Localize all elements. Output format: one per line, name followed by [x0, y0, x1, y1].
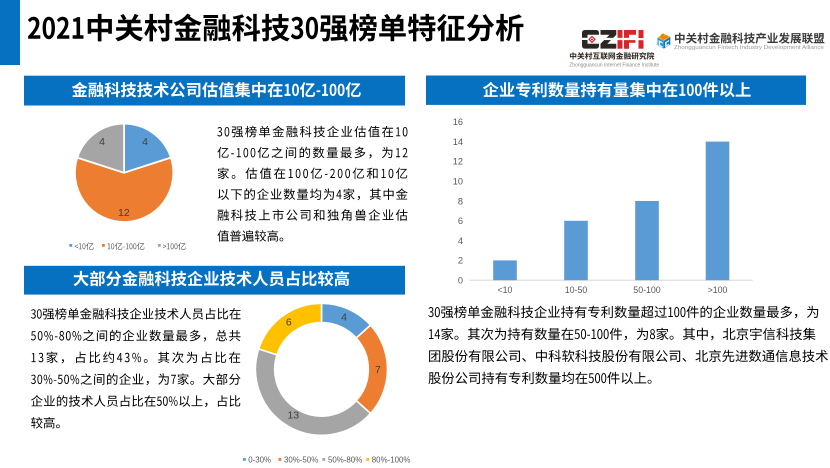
svg-text:10: 10	[453, 177, 463, 187]
svg-text:10-50: 10-50	[565, 285, 588, 295]
svg-text:30%-50%: 30%-50%	[284, 455, 318, 464]
svg-text:2: 2	[458, 256, 463, 266]
svg-text:4: 4	[142, 136, 148, 148]
svg-text:>100: >100	[708, 285, 728, 295]
svg-text:16: 16	[453, 117, 463, 127]
svg-text:14: 14	[453, 137, 463, 147]
svg-text:4: 4	[341, 312, 347, 324]
svg-text:7: 7	[375, 364, 381, 376]
svg-text:4: 4	[99, 136, 105, 148]
svg-text:50-100: 50-100	[633, 285, 660, 295]
svg-text:0-30%: 0-30%	[248, 455, 271, 464]
svg-text:Zhongguancun Internet Finance: Zhongguancun Internet Finance Institute	[569, 62, 659, 68]
svg-text:<10: <10	[498, 285, 513, 295]
svg-text:6: 6	[458, 216, 463, 226]
svg-text:Zhongguancun Fintech Industry: Zhongguancun Fintech Industry Developmen…	[674, 45, 824, 51]
svg-text:80%-100%: 80%-100%	[372, 455, 411, 464]
svg-text:8: 8	[458, 196, 463, 206]
svg-text:13: 13	[287, 410, 299, 422]
svg-text:12: 12	[118, 207, 130, 219]
svg-text:4: 4	[458, 236, 463, 246]
svg-text:12: 12	[453, 157, 463, 167]
svg-text:6: 6	[286, 317, 292, 329]
svg-text:50%-80%: 50%-80%	[328, 455, 362, 464]
svg-text:0: 0	[458, 276, 463, 286]
